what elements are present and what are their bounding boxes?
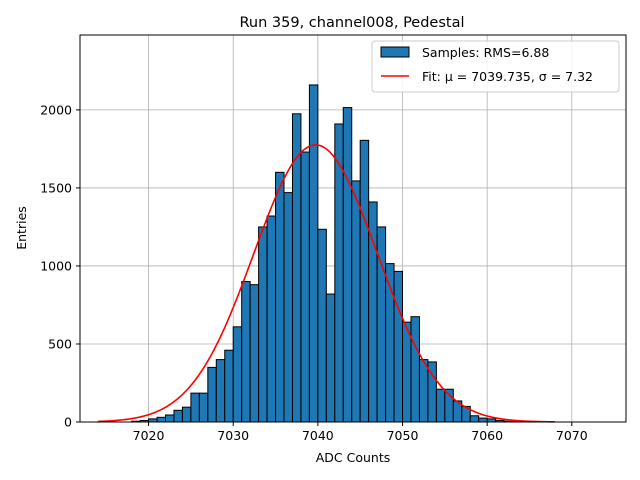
histogram-bar bbox=[215, 359, 226, 423]
histogram-bars bbox=[131, 84, 522, 423]
histogram-bar bbox=[173, 409, 183, 423]
histogram-bar bbox=[291, 113, 302, 423]
x-tick-label: 7040 bbox=[302, 428, 334, 443]
y-axis-ticks: 0 500 1000 1500 2000 bbox=[40, 102, 80, 430]
histogram-bar bbox=[156, 416, 166, 423]
histogram-bar bbox=[283, 192, 293, 423]
histogram-bar bbox=[393, 270, 404, 423]
fit-curve bbox=[97, 144, 555, 423]
histogram-bar bbox=[418, 359, 429, 423]
histogram-bar bbox=[359, 139, 370, 423]
histogram-bar bbox=[317, 228, 327, 423]
y-axis-label: Entries bbox=[14, 206, 29, 250]
histogram-bar bbox=[300, 151, 310, 423]
histogram-bar bbox=[402, 321, 412, 423]
histogram-bar bbox=[325, 293, 336, 423]
histogram-bar bbox=[181, 406, 192, 423]
legend-samples-swatch bbox=[380, 46, 410, 58]
histogram-bar bbox=[224, 349, 234, 423]
histogram-bar bbox=[241, 281, 251, 423]
chart-title: Run 359, channel008, Pedestal bbox=[239, 15, 464, 31]
y-tick-label: 2000 bbox=[40, 102, 72, 117]
histogram-bar bbox=[478, 417, 488, 423]
histogram-bar bbox=[351, 180, 361, 423]
histogram-bar bbox=[249, 284, 260, 423]
legend-box bbox=[371, 40, 620, 93]
histogram-bar bbox=[198, 392, 209, 423]
x-tick-label: 7050 bbox=[387, 428, 419, 443]
x-axis-ticks: 7020 7030 7040 7050 7060 7070 bbox=[133, 422, 588, 443]
histogram-bar bbox=[275, 171, 285, 423]
legend-samples-label: Samples: RMS=6.88 bbox=[422, 45, 549, 60]
histogram-bar bbox=[207, 366, 217, 423]
histogram-bar bbox=[435, 388, 446, 423]
y-tick-label: 0 bbox=[64, 415, 72, 430]
histogram-bar bbox=[342, 107, 353, 423]
y-tick-label: 500 bbox=[48, 336, 72, 351]
histogram-bar bbox=[410, 316, 420, 423]
plot-frame bbox=[79, 34, 627, 423]
legend-fit-label: Fit: μ = 7039.735, σ = 7.32 bbox=[422, 69, 593, 84]
histogram-bar bbox=[469, 415, 480, 423]
histogram-bar bbox=[164, 414, 175, 423]
x-tick-label: 7070 bbox=[556, 428, 588, 443]
histogram-bar bbox=[308, 84, 319, 423]
legend: Samples: RMS=6.88 Fit: μ = 7039.735, σ =… bbox=[371, 40, 620, 93]
x-tick-label: 7060 bbox=[471, 428, 503, 443]
x-axis-label: ADC Counts bbox=[316, 450, 391, 465]
histogram-bar bbox=[258, 226, 268, 423]
histogram-bar bbox=[266, 215, 277, 423]
histogram-bar bbox=[190, 392, 200, 423]
x-tick-label: 7030 bbox=[217, 428, 249, 443]
y-tick-label: 1500 bbox=[40, 180, 72, 195]
x-tick-label: 7020 bbox=[133, 428, 165, 443]
y-tick-label: 1000 bbox=[40, 258, 72, 273]
histogram-bar bbox=[232, 326, 243, 423]
